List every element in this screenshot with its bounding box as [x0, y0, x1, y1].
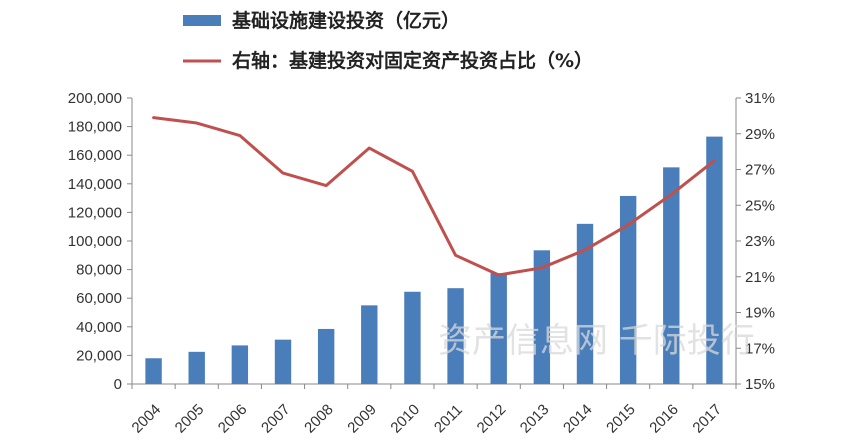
- x-tick-label: 2014: [560, 401, 596, 437]
- bar: [188, 351, 205, 384]
- x-tick-label: 2013: [517, 401, 553, 437]
- left-tick-label: 100,000: [68, 233, 122, 250]
- bar: [619, 195, 637, 384]
- x-tick-label: 2008: [301, 401, 337, 437]
- legend: 基础设施建设投资（亿元） 右轴：基建投资对固定资产投资占比（%）: [183, 9, 593, 72]
- x-tick-label: 2006: [215, 401, 251, 437]
- left-tick-label: 40,000: [76, 319, 122, 336]
- x-tick-label: 2010: [387, 401, 423, 437]
- left-tick-label: 140,000: [68, 176, 122, 193]
- left-tick-label: 80,000: [76, 262, 122, 279]
- x-tick-label: 2017: [689, 401, 725, 437]
- x-tick-label: 2005: [172, 401, 208, 437]
- line-series: [152, 116, 716, 277]
- bar: [576, 223, 594, 384]
- left-tick-label: 180,000: [68, 119, 122, 136]
- x-tick-label: 2011: [431, 401, 466, 436]
- watermark: 资产信息网 千际投行: [438, 321, 755, 361]
- x-tick-label: 2009: [344, 401, 380, 437]
- x-tick-label: 2016: [646, 401, 682, 437]
- x-tick-label: 2007: [258, 401, 294, 437]
- bar: [361, 305, 378, 384]
- x-tick-label: 2015: [603, 401, 639, 437]
- legend-swatch-bar: [183, 15, 221, 26]
- bar: [447, 288, 464, 384]
- right-tick-label: 27%: [745, 162, 775, 179]
- left-tick-label: 60,000: [76, 290, 122, 307]
- right-tick-label: 17%: [745, 340, 775, 357]
- bar: [490, 273, 507, 384]
- left-tick-label: 20,000: [76, 347, 122, 364]
- left-tick-label: 0: [114, 376, 122, 393]
- bar: [317, 328, 335, 384]
- legend-label-bar: 基础设施建设投资（亿元）: [231, 9, 460, 32]
- right-tick-label: 29%: [745, 126, 775, 143]
- right-tick-label: 25%: [745, 197, 775, 214]
- bar: [663, 167, 680, 384]
- left-tick-label: 120,000: [68, 204, 122, 221]
- bar: [145, 358, 162, 384]
- left-tick-label: 200,000: [68, 90, 122, 107]
- right-tick-label: 21%: [745, 269, 775, 286]
- x-tick-label: 2012: [474, 401, 510, 437]
- bar: [404, 291, 421, 384]
- bar: [231, 345, 249, 384]
- left-tick-label: 160,000: [68, 147, 122, 164]
- bar: [706, 136, 723, 384]
- right-tick-label: 31%: [745, 90, 775, 107]
- bar: [274, 339, 292, 384]
- x-tick-label: 2004: [129, 401, 165, 437]
- bar: [533, 250, 551, 384]
- legend-label-line: 右轴：基建投资对固定资产投资占比（%）: [231, 49, 593, 72]
- right-tick-label: 23%: [745, 233, 775, 250]
- bar-series: [145, 136, 723, 384]
- series-line: [152, 116, 716, 277]
- right-tick-label: 15%: [745, 376, 775, 393]
- right-tick-label: 19%: [745, 305, 775, 322]
